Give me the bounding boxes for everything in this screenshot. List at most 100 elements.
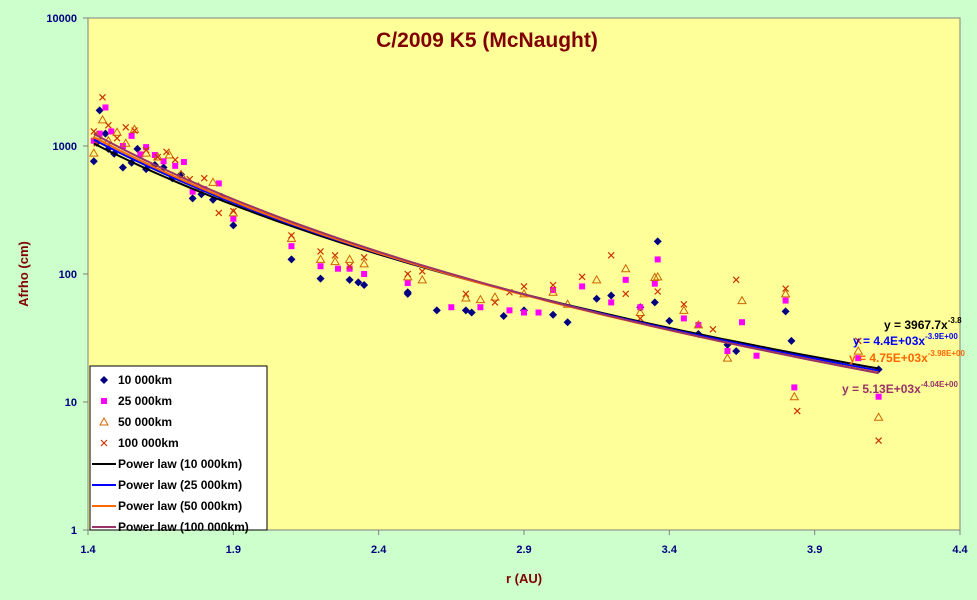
trendline [93,133,879,375]
data-point [160,158,167,165]
series-3 [88,114,884,421]
data-point [108,128,115,135]
data-point [403,288,412,297]
y-tick-label: 1 [71,525,77,537]
data-point [229,207,237,215]
data-point [315,254,326,263]
data-point [579,283,586,290]
data-point [287,255,296,264]
data-point [732,347,741,356]
data-point [171,156,179,164]
trendline-equation: y = 3967.7x-3.8 [884,316,962,332]
data-point [608,299,615,306]
data-point [288,232,295,239]
data-point [637,304,644,311]
legend-label: 100 000km [118,436,179,450]
data-point [208,177,218,186]
data-point [782,285,790,292]
data-point [793,407,801,415]
x-tick-label: 2.4 [371,544,387,556]
trendline-equation: y = 4.4E+03x-3.9E+00 [853,332,958,348]
legend: 10 000km 25 000km 50 000km 100 000km Power l… [89,365,268,534]
y-tick-label: 1000 [53,141,77,153]
data-point [101,129,110,138]
data-point [680,315,687,322]
data-point [781,307,790,316]
data-point [782,297,789,304]
data-point [591,274,602,284]
data-point [654,288,662,295]
data-point [461,292,471,302]
data-point [404,280,411,287]
data-point [189,188,196,195]
data-point [143,144,150,151]
data-point [873,412,884,421]
data-point [418,267,426,275]
data-point [95,106,104,115]
x-axis-title: r (AU) [506,571,542,586]
data-point [462,290,470,298]
trendline-equation: y = 5.13E+03x-4.04E+00 [842,380,958,396]
data-point [230,215,237,222]
data-point [592,294,601,303]
data-point [113,134,121,142]
data-point [200,174,208,182]
data-point [316,274,325,283]
data-point [122,123,130,131]
data-point [346,265,353,272]
data-point [732,276,740,284]
data-point [737,295,747,305]
data-point [535,309,542,316]
y-axis-title: Afrho (cm) [16,241,31,307]
data-point [549,310,558,319]
data-point [549,281,557,289]
data-point [137,151,144,158]
legend-label: 25 000km [118,394,172,408]
series-4 [90,93,883,444]
x-tick-label: 3.9 [807,544,822,556]
data-point [467,308,476,317]
y-tick-label: 10000 [46,13,77,25]
data-point [88,148,99,157]
data-point [104,121,112,129]
data-point [787,336,796,345]
data-point [739,319,745,326]
data-point [789,391,800,401]
x-axis: 1.4 1.9 2.4 2.9 3.4 3.9 4.4 [80,530,969,556]
data-point [578,273,586,281]
data-point [722,353,733,362]
data-point [317,248,324,255]
legend-label: Power law (100 000km) [118,520,249,534]
legend-label: Power law (50 000km) [118,499,242,513]
legend-marker [100,376,108,384]
data-point [650,298,659,307]
data-point [99,93,106,101]
x-tick-label: 1.9 [226,544,241,556]
data-point [620,263,631,273]
data-point [360,281,369,290]
data-point [151,152,158,159]
x-tick-label: 4.4 [952,544,968,556]
legend-label: Power law (25 000km) [118,478,242,492]
data-point [448,304,455,311]
data-point [432,306,441,315]
data-point [724,348,731,355]
data-point [417,274,428,284]
data-point [654,256,661,263]
data-point [693,319,704,329]
data-point [229,221,238,230]
data-point [491,298,499,306]
data-point [288,243,295,250]
data-point [622,276,629,283]
legend-marker [99,416,109,426]
data-point [548,287,558,296]
data-point [128,132,135,139]
data-point [112,127,122,136]
data-point [635,307,646,317]
data-point [330,256,340,266]
data-point [652,271,663,281]
data-point [164,150,175,159]
data-point [753,352,760,359]
data-point [404,270,412,278]
data-point [780,288,791,298]
